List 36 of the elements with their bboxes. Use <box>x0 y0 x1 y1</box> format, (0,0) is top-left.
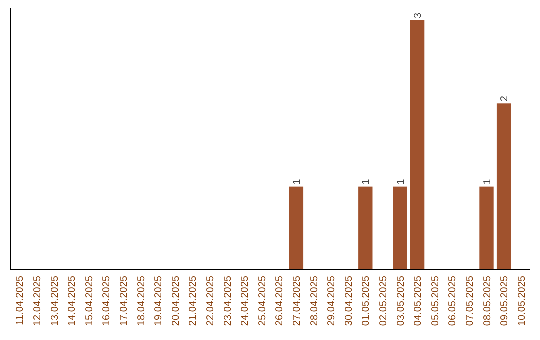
x-tick-label: 09.05.2025 <box>500 276 511 326</box>
x-tick-label: 24.04.2025 <box>240 276 252 326</box>
x-tick-label: 14.04.2025 <box>67 276 78 326</box>
data-label: 3 <box>413 12 424 18</box>
x-tick-label: 11.04.2025 <box>15 276 26 326</box>
x-tick-label: 20.04.2025 <box>170 276 182 326</box>
data-label: 2 <box>500 96 511 102</box>
x-tick-label: 22.04.2025 <box>205 276 216 326</box>
x-tick-label: 15.04.2025 <box>84 276 96 326</box>
x-tick-label: 18.04.2025 <box>136 276 148 326</box>
x-tick-label: 03.05.2025 <box>396 276 407 326</box>
data-label: 1 <box>396 178 407 185</box>
x-tick-label: 29.04.2025 <box>326 276 338 326</box>
data-label: 1 <box>361 178 372 185</box>
x-tick-label: 08.05.2025 <box>482 276 494 326</box>
x-tick-label: 28.04.2025 <box>309 276 320 326</box>
data-label: 1 <box>482 178 494 185</box>
x-tick-label: 25.04.2025 <box>257 276 268 326</box>
x-tick-label: 13.04.2025 <box>50 276 61 326</box>
x-tick-label: 17.04.2025 <box>118 276 130 326</box>
x-tick-label: 04.05.2025 <box>413 276 424 326</box>
x-tick-label: 12.04.2025 <box>32 276 44 326</box>
x-tick-label: 19.04.2025 <box>154 276 165 326</box>
x-tick-label: 02.05.2025 <box>378 276 390 326</box>
x-tick-label: 21.04.2025 <box>188 276 200 326</box>
x-tick-label: 30.04.2025 <box>344 276 355 326</box>
x-tick-label: 16.04.2025 <box>102 276 113 326</box>
x-tick-label: 27.04.2025 <box>292 276 303 326</box>
x-tick-label: 10.05.2025 <box>516 276 528 326</box>
x-tick-label: 01.05.2025 <box>361 276 372 326</box>
x-tick-label: 26.04.2025 <box>274 276 286 326</box>
x-tick-label: 05.05.2025 <box>430 276 442 326</box>
x-tick-label: 23.04.2025 <box>222 276 234 326</box>
x-tick-label: 06.05.2025 <box>448 276 459 326</box>
x-tick-label: 07.05.2025 <box>464 276 476 326</box>
data-label: 1 <box>292 178 303 185</box>
